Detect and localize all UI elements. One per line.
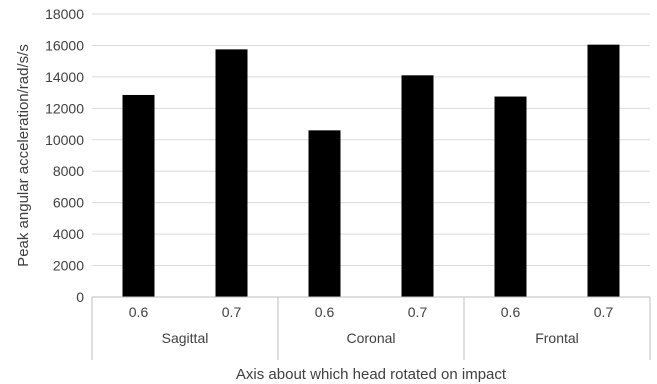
y-tick-label: 4000 <box>53 226 84 242</box>
x-group-label: Frontal <box>535 330 579 346</box>
x-tick-label: 0.6 <box>129 304 149 320</box>
y-tick-label: 16000 <box>45 37 84 53</box>
x-axis-title: Axis about which head rotated on impact <box>236 366 507 383</box>
axes <box>91 296 651 360</box>
gridlines <box>92 13 650 267</box>
x-tick-label: 0.6 <box>315 304 335 320</box>
x-group-label: Sagittal <box>162 330 209 346</box>
bars <box>122 44 620 298</box>
y-tick-label: 8000 <box>53 163 84 179</box>
y-tick-label: 18000 <box>45 6 84 22</box>
y-tick-label: 0 <box>76 289 84 305</box>
x-tick-label: 0.7 <box>408 304 428 320</box>
bar <box>215 49 248 297</box>
x-tick-label: 0.6 <box>501 304 521 320</box>
y-tick-label: 10000 <box>45 132 84 148</box>
bar <box>494 96 527 298</box>
y-tick-label: 12000 <box>45 100 84 116</box>
bar <box>587 44 620 298</box>
y-tick-label: 2000 <box>53 258 84 274</box>
bar <box>401 75 434 297</box>
bar <box>308 130 341 297</box>
y-axis-title: Peak angular acceleration/rad/s/s <box>15 44 32 267</box>
y-tick-label: 14000 <box>45 69 84 85</box>
bar <box>122 94 155 297</box>
x-tick-label: 0.7 <box>594 304 614 320</box>
y-tick-label: 6000 <box>53 195 84 211</box>
labels: 0 2000 4000 6000 8000 10000 12000 14000 16000 180… <box>45 6 613 346</box>
x-group-label: Coronal <box>346 330 395 346</box>
x-tick-label: 0.7 <box>222 304 242 320</box>
